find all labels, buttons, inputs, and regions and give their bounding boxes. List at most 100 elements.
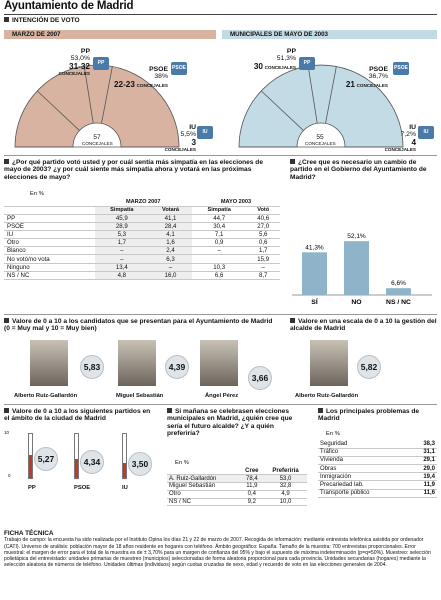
row-label: Obras — [318, 464, 410, 474]
vote-band-2003: MUNICIPALES DE MAYO DE 2003 — [222, 30, 437, 39]
q1-col-header: Simpatía Votará Simpatía Votó — [4, 206, 280, 215]
pp-2003-unit: CONCEJALES — [264, 65, 296, 70]
category-label: NO — [351, 299, 361, 306]
data-label: 41,3% — [305, 244, 324, 251]
table-row: Precariedad lab. 11,9 — [318, 480, 437, 490]
q1-group-header: MARZO 2007 MAYO 2003 — [4, 198, 280, 207]
q6-header: Cree Preferiría — [167, 467, 307, 476]
table-cell: – — [94, 246, 150, 256]
vote-band-2007: MARZO DE 2007 — [4, 30, 216, 39]
table-cell: 10,0 — [264, 498, 307, 507]
table-row: Seguridad 38,3 — [318, 440, 437, 449]
table-cell: 1,7 — [94, 238, 150, 248]
seat-divider — [36, 90, 80, 131]
data-label: 6,6% — [391, 280, 406, 287]
pp-2003: PP 51,3% 30 CONCEJALES — [242, 48, 296, 71]
table-row: IU 5,3 4,1 7,1 5,6 — [4, 230, 280, 240]
table-row: NS / NC 4,8 16,0 6,6 8,7 — [4, 271, 280, 281]
total-2003-value: 55 — [316, 134, 324, 141]
iu-2003: IU 7,2% 4 CONCEJALES — [380, 124, 416, 153]
row-label: IU — [4, 230, 95, 240]
party-gauge — [74, 433, 79, 479]
iu-2003-seats: 4 — [411, 138, 416, 147]
psoe-2007-unit: CONCEJALES — [136, 83, 168, 88]
total-2007-value: 57 — [93, 134, 101, 141]
table-cell: – — [191, 246, 247, 256]
psoe-2007-name: PSOE — [149, 66, 168, 73]
psoe-logo-icon: PSOE — [393, 62, 409, 75]
table-cell: 16,0 — [149, 271, 192, 281]
table-cell: 78,4 — [239, 474, 265, 484]
scale-bottom: 0 — [8, 473, 11, 478]
pp-2003-name: PP — [286, 48, 296, 55]
table-row: Inmigración 19,4 — [318, 472, 437, 482]
table-cell: 19,4 — [410, 472, 437, 482]
psoe-2003: PSOE 36,7% 21 CONCEJALES — [324, 66, 388, 89]
table-cell: – — [149, 263, 192, 272]
title-rule — [4, 14, 437, 15]
iu-logo-icon: IU — [197, 126, 213, 139]
table-row: PSOE 28,9 28,4 30,4 27,0 — [4, 222, 280, 231]
q1-col: Simpatía — [191, 206, 247, 215]
total-2007: 57 CONCEJALES — [82, 134, 113, 146]
table-cell: 1,7 — [246, 246, 280, 256]
iu-2007-name: IU — [189, 124, 196, 131]
table-cell: 15,9 — [246, 254, 280, 264]
party-score: 4,34 — [80, 450, 104, 474]
table-cell: 4,8 — [94, 271, 150, 281]
total-2007-label: CONCEJALES — [82, 141, 113, 146]
table-cell: 4,9 — [264, 490, 307, 499]
table-row: Transporte público 11,6 — [318, 489, 437, 498]
row-label: No votó/no vota — [4, 254, 95, 264]
bar — [344, 241, 369, 295]
psoe-logo-icon: PSOE — [171, 62, 187, 75]
table-cell: 53,0 — [264, 474, 307, 484]
party-name: IU — [122, 485, 128, 491]
candidate-photo-sebastian — [118, 340, 156, 386]
psoe-2007-seats: 22-23 — [113, 80, 135, 89]
pp-2003-pct: 51,3% — [276, 55, 296, 62]
party-gauge — [122, 433, 127, 479]
pp-2007-seats: 31-32 — [69, 62, 90, 71]
table-row: A. Ruiz-Gallardón 78,4 53,0 — [167, 474, 307, 484]
q6-question: Si mañana se celebrasen elecciones munic… — [167, 408, 307, 438]
candidate-score: 5,83 — [80, 355, 104, 379]
category-label: SÍ — [311, 297, 319, 306]
q4-question: Valore en una escala de 0 a 10 la gestió… — [290, 318, 437, 333]
row-label: Seguridad — [318, 440, 410, 449]
psoe-2007-pct: 38% — [154, 73, 168, 80]
row-label: Precariedad lab. — [318, 480, 410, 490]
table-cell: 7,1 — [191, 230, 247, 240]
ficha-tecnica: FICHA TÉCNICA Trabajo de campo: la encue… — [4, 530, 437, 568]
row-label: Inmigración — [318, 472, 410, 482]
candidate-name: Ángel Pérez — [205, 393, 239, 399]
table-cell: 9,2 — [239, 498, 265, 507]
q4-question-text: Valore en una escala de 0 a 10 la gestió… — [290, 318, 437, 333]
q6-table-body: A. Ruiz-Gallardón 78,4 53,0 Miguel Sebastiá… — [167, 474, 307, 507]
table-cell: 10,3 — [191, 263, 247, 272]
table-row: Otro 0,4 4,9 — [167, 490, 307, 499]
ficha-text: Trabajo de campo: la encuesta ha sido re… — [4, 537, 431, 569]
q1-unit: En % — [30, 191, 44, 197]
bar — [386, 288, 411, 295]
table-cell: 5,3 — [94, 230, 150, 240]
table-cell: 28,9 — [94, 222, 150, 231]
gauge-fill — [29, 454, 32, 478]
row-label: Otro — [4, 238, 95, 248]
table-cell: 0,6 — [246, 238, 280, 248]
q7-unit: En % — [326, 431, 340, 437]
q1-table: MARZO 2007 MAYO 2003 Simpatía Votará Sim… — [4, 198, 280, 281]
party-score: 5,27 — [34, 447, 58, 471]
table-cell: 44,7 — [191, 214, 247, 223]
iu-2003-pct: 7,2% — [400, 131, 417, 138]
party-name: PP — [28, 485, 36, 491]
q2-question: ¿Cree que es necesario un cambio de part… — [290, 159, 437, 181]
table-cell: 0,4 — [239, 490, 265, 499]
table-cell: 31,1 — [410, 448, 437, 457]
q2-question-text: ¿Cree que es necesario un cambio de part… — [290, 159, 427, 181]
row-label: A. Ruiz-Gallardón — [167, 474, 240, 484]
hemicycle-2003 — [238, 64, 404, 148]
table-cell: 6,3 — [149, 254, 192, 264]
psoe-2003-pct: 36,7% — [368, 73, 388, 80]
table-cell: 5,6 — [246, 230, 280, 240]
